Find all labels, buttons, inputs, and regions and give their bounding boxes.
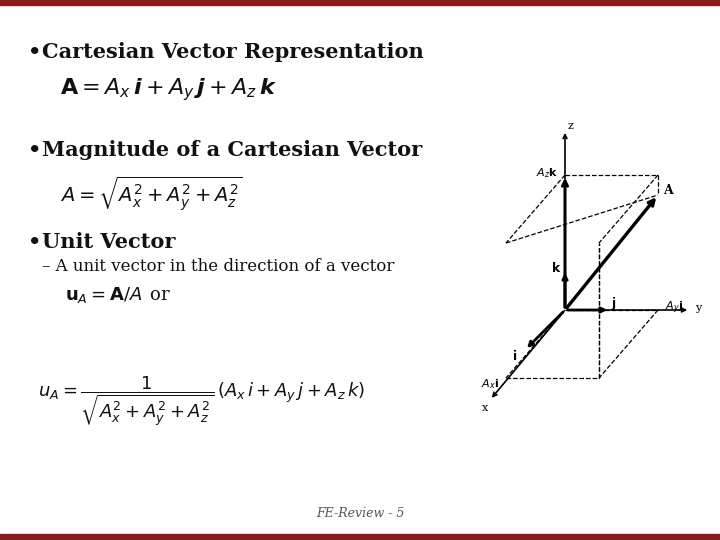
Text: – A unit vector in the direction of a vector: – A unit vector in the direction of a ve… bbox=[42, 258, 395, 275]
Text: $A_z\mathbf{k}$: $A_z\mathbf{k}$ bbox=[536, 166, 558, 180]
Text: $u_A = \dfrac{1}{\sqrt{A_x^2 + A_y^2 + A_z^2}}\,(A_x\,i + A_y\,j + A_z\,k)$: $u_A = \dfrac{1}{\sqrt{A_x^2 + A_y^2 + A… bbox=[38, 375, 365, 429]
Text: A: A bbox=[663, 185, 673, 198]
Text: $\mathbf{k}$: $\mathbf{k}$ bbox=[551, 261, 561, 275]
Text: •: • bbox=[28, 140, 41, 160]
Text: Magnitude of a Cartesian Vector: Magnitude of a Cartesian Vector bbox=[42, 140, 422, 160]
Text: z: z bbox=[568, 121, 574, 131]
Text: $A_y\mathbf{j}$: $A_y\mathbf{j}$ bbox=[665, 300, 683, 316]
Text: $\mathbf{j}$: $\mathbf{j}$ bbox=[611, 295, 617, 313]
Text: •: • bbox=[28, 42, 41, 62]
Text: x: x bbox=[482, 403, 488, 413]
Text: $A_x\mathbf{i}$: $A_x\mathbf{i}$ bbox=[481, 377, 499, 391]
Text: $\mathbf{u}_A = \mathbf{A}/A\;\,$or: $\mathbf{u}_A = \mathbf{A}/A\;\,$or bbox=[65, 285, 171, 305]
Text: Unit Vector: Unit Vector bbox=[42, 232, 176, 252]
Text: $\mathbf{A} = A_x\,\boldsymbol{i} + A_y\,\boldsymbol{j} + A_z\,\boldsymbol{k}$: $\mathbf{A} = A_x\,\boldsymbol{i} + A_y\… bbox=[60, 76, 277, 103]
Text: $A = \sqrt{A_x^2 + A_y^2 + A_z^2}$: $A = \sqrt{A_x^2 + A_y^2 + A_z^2}$ bbox=[60, 175, 243, 213]
Text: Cartesian Vector Representation: Cartesian Vector Representation bbox=[42, 42, 424, 62]
Text: y: y bbox=[695, 303, 701, 313]
Text: FE-Review - 5: FE-Review - 5 bbox=[316, 507, 404, 520]
Text: •: • bbox=[28, 232, 41, 252]
Text: $\mathbf{i}$: $\mathbf{i}$ bbox=[513, 349, 518, 363]
